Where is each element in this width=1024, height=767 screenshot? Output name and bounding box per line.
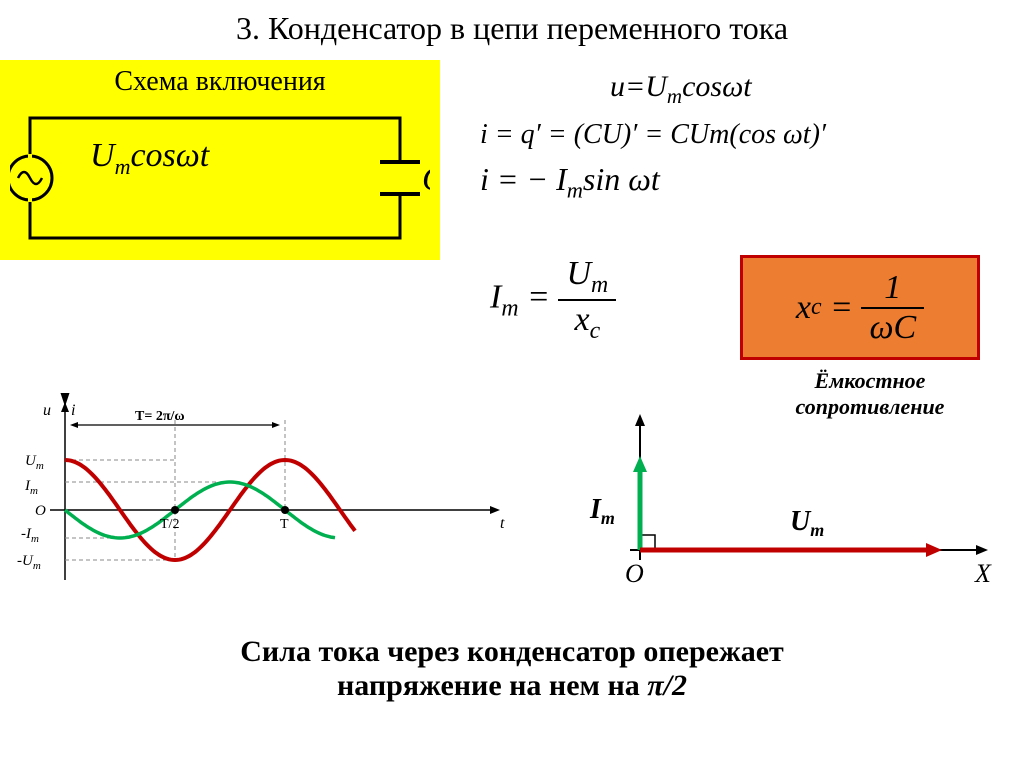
Im-tick: Im xyxy=(24,478,38,497)
derivation-formulas: u=Umcosωt i = q′ = (CU)′ = CUm(cos ωt)′ … xyxy=(480,70,826,213)
wave-graph: T= 2π/ω u i Um Im O -Im -Um t T/2 T xyxy=(5,390,515,600)
phasor-origin: O xyxy=(625,559,644,588)
T-label: T xyxy=(280,517,289,532)
origin-label: O xyxy=(35,503,46,519)
formula-u: u=Umcosωt xyxy=(610,70,826,109)
T2-label: T/2 xyxy=(160,517,179,532)
t-axis-label: t xyxy=(500,515,505,532)
formula-i-sin: i = − Imsin ωt xyxy=(480,161,826,203)
formula-i-deriv: i = q′ = (CU)′ = CUm(cos ωt)′ xyxy=(480,119,826,151)
formula-Im: Im = Um xc xyxy=(490,255,616,345)
i-axis-label: i xyxy=(71,402,75,419)
phasor-diagram: Im Um O X xyxy=(560,400,1000,600)
period-label: T= 2π/ω xyxy=(135,409,185,424)
phasor-Um-label: Um xyxy=(790,506,824,540)
u-axis-label: u xyxy=(43,402,51,419)
nUm-tick: -Um xyxy=(17,553,41,572)
Um-tick: Um xyxy=(25,453,44,472)
circuit-title: Схема включения xyxy=(10,66,430,98)
circuit-diagram: Схема включения Umcosωt C xyxy=(0,60,440,260)
page-title: 3. Конденсатор в цепи переменного тока xyxy=(0,0,1024,47)
conclusion-text: Сила тока через конденсатор опережает на… xyxy=(0,635,1024,703)
phasor-X-label: X xyxy=(974,559,992,588)
circuit-loop xyxy=(30,118,400,238)
phasor-Im-label: Im xyxy=(589,494,615,528)
nIm-tick: -Im xyxy=(21,526,39,545)
circuit-svg: Umcosωt C xyxy=(10,98,430,258)
source-formula: Umcosωt xyxy=(90,137,211,179)
capacitor-label: C xyxy=(422,161,430,198)
formula-xc-box: xc = 1 ωC xyxy=(740,255,980,360)
